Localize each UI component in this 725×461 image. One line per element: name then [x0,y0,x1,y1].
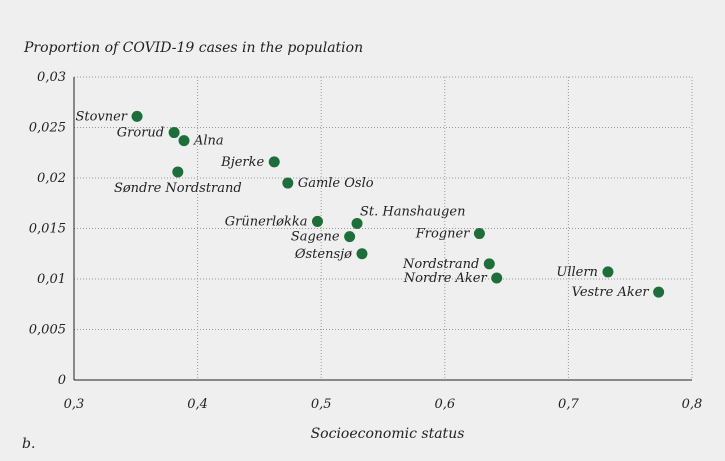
data-point-label: Grünerløkka [225,214,308,229]
data-point-label: Bjerke [220,155,264,170]
data-point [653,286,665,298]
data-point-label: Frogner [415,227,470,242]
data-point [168,127,180,139]
data-point-label: Sagene [291,230,340,245]
y-tick-label: 0,01 [37,272,66,287]
data-point [268,156,280,168]
data-point-label: Nordstrand [402,257,479,272]
data-point-label: Nordre Aker [403,271,488,286]
x-tick-label: 0,6 [434,397,455,412]
x-tick-label: 0,3 [64,397,85,412]
data-point-label: Alna [193,134,224,149]
data-point [131,110,143,122]
x-tick-label: 0,7 [558,397,579,412]
data-point [473,228,485,240]
data-point [483,258,495,270]
data-point-label: Søndre Nordstrand [114,181,242,196]
data-point-label: St. Hanshaugen [360,204,465,219]
data-point-label: Vestre Aker [572,285,650,300]
data-point-label: Grorud [117,126,164,141]
data-point [282,177,294,189]
y-tick-label: 0,015 [29,222,66,237]
data-point [344,231,356,243]
x-tick-label: 0,5 [311,397,332,412]
data-point [172,166,184,178]
data-point [311,215,323,227]
y-tick-label: 0 [58,373,66,388]
y-tick-label: 0,025 [29,121,66,136]
data-point-label: Østensjø [294,247,352,262]
data-point-label: Ullern [556,265,598,280]
y-tick-label: 0,02 [37,171,66,186]
data-point [491,272,503,284]
y-axis-title: Proportion of COVID-19 cases in the popu… [24,40,364,56]
data-point-label: Stovner [75,109,127,124]
x-axis-title: Socioeconomic status [310,426,465,442]
data-point [178,135,190,147]
data-point [356,248,368,260]
panel-label: b. [22,436,36,452]
data-point [602,266,614,278]
x-tick-label: 0,4 [187,397,208,412]
x-tick-label: 0,8 [682,397,703,412]
data-point [351,217,363,229]
data-point-label: Gamle Oslo [298,176,374,191]
y-tick-label: 0,03 [37,70,66,85]
y-tick-label: 0,005 [29,323,66,338]
